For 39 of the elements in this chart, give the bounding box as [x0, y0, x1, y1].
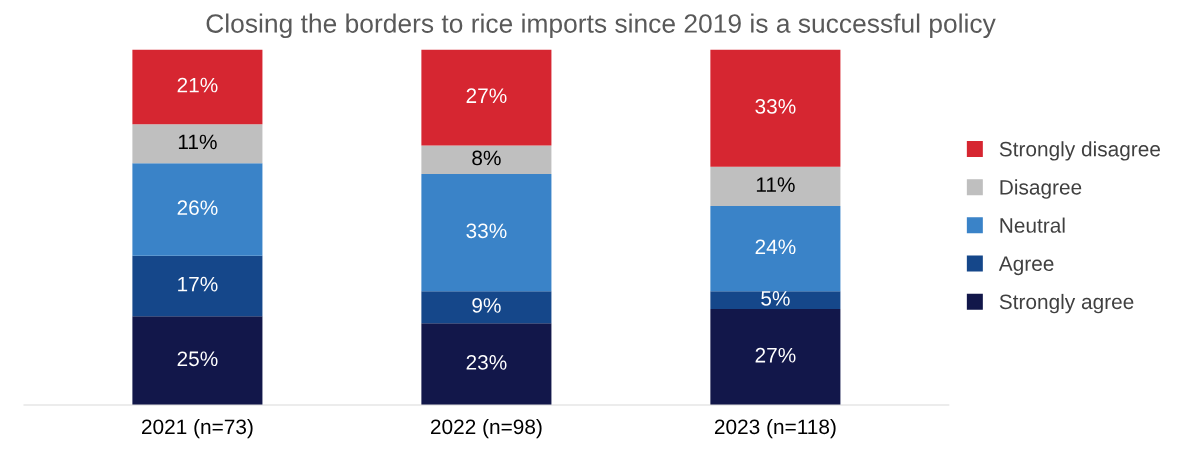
bar — [710, 291, 841, 310]
legend-label: Disagree — [1000, 179, 1082, 199]
bar — [710, 205, 841, 292]
bar — [421, 49, 552, 146]
data-label: 27% — [466, 88, 507, 103]
x-tick-label: 2021 (n=73) — [142, 418, 253, 439]
data-label: 11% — [178, 134, 217, 150]
data-label: 11% — [756, 177, 795, 192]
bar — [421, 291, 552, 324]
data-label: 5% — [761, 291, 790, 306]
bar — [710, 309, 841, 405]
bar — [421, 173, 552, 292]
legend-label: Neutral — [1000, 217, 1065, 233]
bar — [710, 166, 841, 206]
data-label: 26% — [177, 200, 218, 216]
bar — [421, 145, 552, 174]
legend-label: Strongly agree — [999, 293, 1134, 314]
data-label: 33% — [755, 99, 796, 114]
bar — [132, 49, 263, 125]
legend-label: Strongly disagree — [999, 141, 1160, 161]
x-tick-label: 2022 (n=98) — [430, 418, 542, 439]
bar — [132, 124, 263, 164]
data-label: 25% — [177, 351, 218, 367]
data-label: 24% — [755, 239, 796, 255]
data-label: 23% — [466, 354, 507, 370]
chart-title: Closing the borders to rice imports since 2019 is a successful policy — [206, 13, 996, 39]
data-label: 33% — [466, 223, 507, 239]
bar — [132, 316, 263, 405]
bar — [710, 49, 841, 167]
data-label: 27% — [755, 347, 796, 363]
data-label: 9% — [472, 298, 501, 313]
x-tick-label: 2023 (n=118) — [714, 418, 836, 439]
data-label: 21% — [177, 77, 218, 93]
bar — [421, 323, 552, 405]
data-label: 17% — [178, 276, 218, 292]
bar — [132, 163, 263, 256]
legend-label: Agree — [998, 256, 1054, 276]
bar — [132, 255, 263, 317]
data-label: 8% — [472, 150, 501, 166]
